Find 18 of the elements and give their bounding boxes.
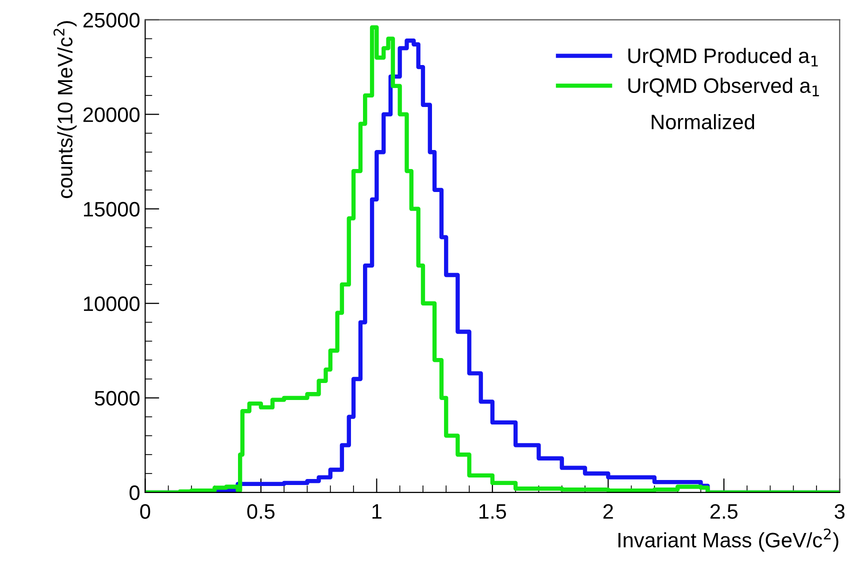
x-tick-label: 1 <box>372 504 382 519</box>
y-tick-label: 5000 <box>94 390 140 406</box>
annotation: Normalized <box>652 114 754 130</box>
legend-label: UrQMD Observed a$_{1}$ <box>628 78 819 97</box>
y-tick-label: 0 <box>130 485 140 500</box>
y-tick-label: 20000 <box>83 107 140 122</box>
x-tick-label: 1.5 <box>480 504 506 519</box>
x-tick-label: 0 <box>140 504 150 519</box>
x-tick-label: 0.5 <box>247 504 275 519</box>
y-tick-label: 15000 <box>84 202 140 217</box>
y-tick-label: 25000 <box>83 12 140 28</box>
x-axis-title: Invariant Mass (GeV/c$^{2}$) <box>618 528 838 552</box>
x-tick-label: 2.5 <box>710 504 738 519</box>
x-tick-label: 3 <box>834 504 845 519</box>
y-axis-title: counts/(10 MeV/c$^{2}$) <box>54 21 77 198</box>
y-tick-label: 10000 <box>84 296 140 312</box>
x-tick-label: 2 <box>603 504 613 519</box>
legend-label: UrQMD Produced a$_{1}$ <box>628 48 818 67</box>
